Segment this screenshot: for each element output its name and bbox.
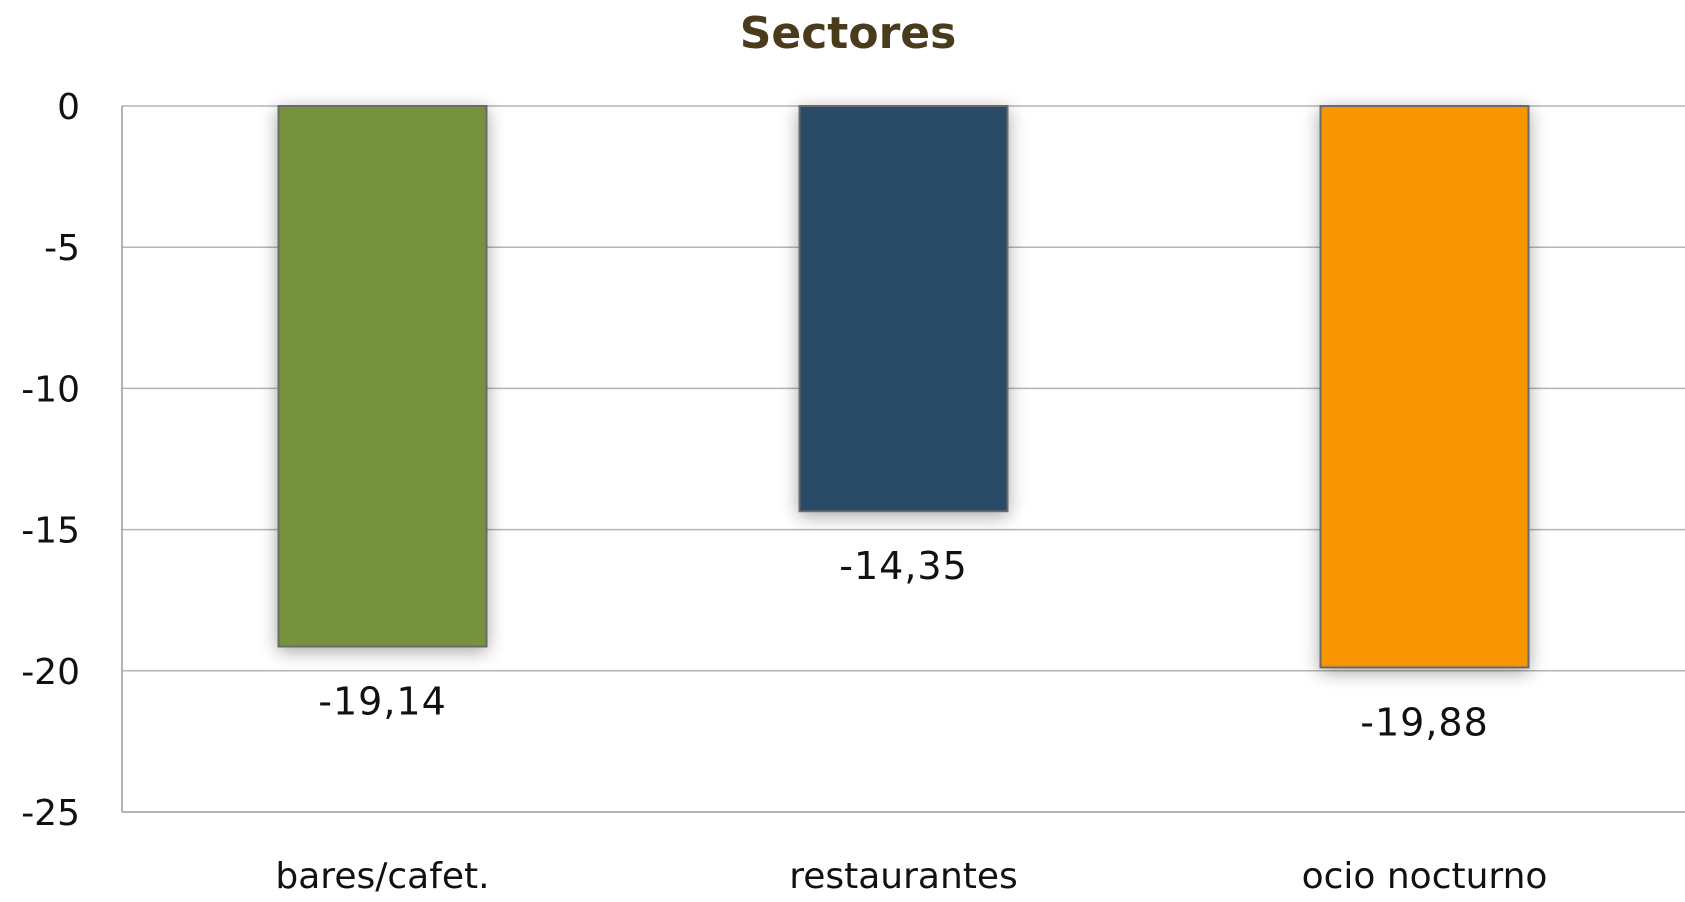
bar xyxy=(798,105,1009,513)
y-tick-label: -5 xyxy=(44,228,80,269)
bars xyxy=(277,105,1530,669)
category-label: bares/cafet. xyxy=(275,856,489,897)
y-tick-label: -15 xyxy=(21,511,80,552)
bar xyxy=(277,105,488,648)
category-labels: bares/cafet. restaurantes ocio nocturno xyxy=(275,856,1547,897)
y-tick-label: -10 xyxy=(21,369,80,410)
y-tick-label: -25 xyxy=(21,793,80,834)
data-label: -19,88 xyxy=(1360,700,1489,744)
chart-title: Sectores xyxy=(740,8,957,59)
data-labels: -19,14 -14,35 -19,88 xyxy=(318,544,1489,744)
data-label: -14,35 xyxy=(839,544,968,588)
y-tick-labels: 0 -5 -10 -15 -20 -25 xyxy=(21,87,80,834)
axes xyxy=(121,106,1685,813)
y-tick-label: -20 xyxy=(21,652,80,693)
category-label: ocio nocturno xyxy=(1302,856,1548,897)
bar xyxy=(1319,105,1530,669)
y-tick-label: 0 xyxy=(57,87,80,128)
category-label: restaurantes xyxy=(789,856,1018,897)
data-label: -19,14 xyxy=(318,680,447,724)
